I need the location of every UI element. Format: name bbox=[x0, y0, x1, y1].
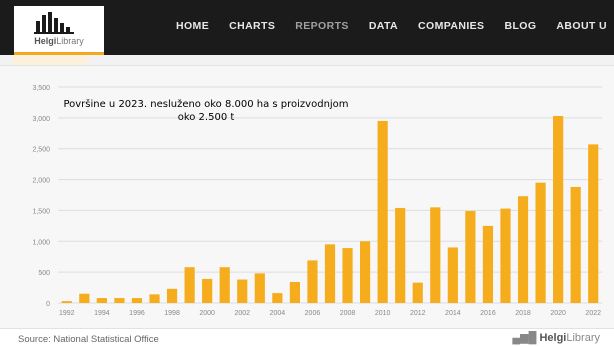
y-tick-label: 1,000 bbox=[32, 239, 50, 246]
y-tick-label: 3,500 bbox=[32, 85, 50, 92]
x-tick-label: 2020 bbox=[550, 310, 566, 317]
bar bbox=[202, 278, 213, 303]
x-tick-label: 2008 bbox=[340, 310, 356, 317]
bar bbox=[500, 208, 511, 303]
bar bbox=[79, 293, 90, 303]
y-tick-label: 2,500 bbox=[32, 147, 50, 154]
bar bbox=[61, 301, 72, 303]
nav-about[interactable]: ABOUT U bbox=[556, 20, 608, 32]
x-tick-label: 1994 bbox=[94, 310, 110, 317]
bar bbox=[96, 298, 107, 303]
bar bbox=[535, 182, 546, 303]
nav-charts[interactable]: CHARTS bbox=[229, 20, 276, 32]
y-tick-label: 1,500 bbox=[32, 208, 50, 215]
logo-wordmark: HelgiLibrary bbox=[34, 36, 84, 46]
bar bbox=[342, 248, 353, 303]
bar bbox=[553, 116, 564, 304]
top-navbar: HelgiLibrary HOME CHARTS REPORTS DATA CO… bbox=[0, 0, 614, 55]
y-tick-label: 2,000 bbox=[32, 178, 50, 185]
bar bbox=[465, 211, 476, 303]
x-tick-label: 1996 bbox=[129, 310, 145, 317]
x-tick-label: 1992 bbox=[59, 310, 75, 317]
x-tick-label: 1998 bbox=[164, 310, 180, 317]
bar bbox=[237, 279, 248, 303]
bar bbox=[184, 267, 195, 303]
nav-blog[interactable]: BLOG bbox=[504, 20, 537, 32]
y-tick-label: 500 bbox=[38, 270, 50, 277]
bar bbox=[395, 207, 406, 303]
bar bbox=[412, 282, 423, 303]
bar bbox=[131, 298, 143, 303]
nav-home[interactable]: HOME bbox=[176, 20, 210, 32]
x-tick-label: 2022 bbox=[585, 310, 601, 317]
bar-chart-logo-icon bbox=[34, 12, 74, 34]
bar bbox=[517, 196, 529, 303]
x-tick-label: 2012 bbox=[410, 310, 426, 317]
nav-companies[interactable]: COMPANIES bbox=[418, 20, 485, 32]
bar bbox=[272, 293, 283, 303]
bar bbox=[377, 120, 388, 303]
bar bbox=[166, 288, 178, 303]
x-tick-label: 2004 bbox=[270, 310, 286, 317]
x-tick-label: 2000 bbox=[199, 310, 215, 317]
x-tick-label: 2002 bbox=[234, 310, 250, 317]
source-note: Source: National Statistical Office bbox=[18, 334, 159, 345]
ribbon-accent bbox=[12, 55, 88, 65]
y-tick-label: 3,000 bbox=[32, 116, 50, 123]
footer-divider bbox=[0, 328, 614, 329]
main-nav: HOME CHARTS REPORTS DATA COMPANIES BLOG … bbox=[176, 20, 614, 32]
bar bbox=[324, 244, 336, 303]
bar bbox=[588, 144, 599, 303]
y-tick-label: 0 bbox=[46, 301, 50, 308]
bar bbox=[254, 273, 265, 303]
footer-brand[interactable]: ▄▆█ HelgiLibrary bbox=[512, 332, 600, 344]
chart-background bbox=[0, 66, 614, 328]
bar-chart: 0 500 1,000 1,500 2,000 2,500 3,000 3,500 1992 19… bbox=[32, 85, 602, 317]
bar bbox=[360, 241, 371, 303]
footer-logo-icon: ▄▆█ bbox=[512, 332, 540, 344]
bar bbox=[219, 267, 230, 303]
bar bbox=[447, 247, 458, 303]
bar bbox=[482, 225, 494, 303]
bar bbox=[289, 282, 300, 303]
x-tick-label: 2016 bbox=[480, 310, 496, 317]
sub-header-ribbon bbox=[0, 55, 614, 66]
x-tick-label: 2010 bbox=[375, 310, 391, 317]
chart-annotation: Površine u 2023. nesluženo oko 8.000 ha … bbox=[63, 99, 349, 123]
x-tick-label: 2006 bbox=[305, 310, 321, 317]
helgi-library-logo[interactable]: HelgiLibrary bbox=[14, 6, 104, 55]
bar bbox=[307, 260, 318, 303]
bar bbox=[570, 186, 581, 303]
x-tick-label: 2018 bbox=[515, 310, 531, 317]
x-tick-label: 2014 bbox=[445, 310, 461, 317]
bar bbox=[430, 207, 441, 303]
nav-data[interactable]: DATA bbox=[368, 20, 399, 32]
bar bbox=[114, 298, 125, 303]
nav-reports[interactable]: REPORTS bbox=[295, 20, 349, 32]
bar bbox=[149, 294, 160, 303]
